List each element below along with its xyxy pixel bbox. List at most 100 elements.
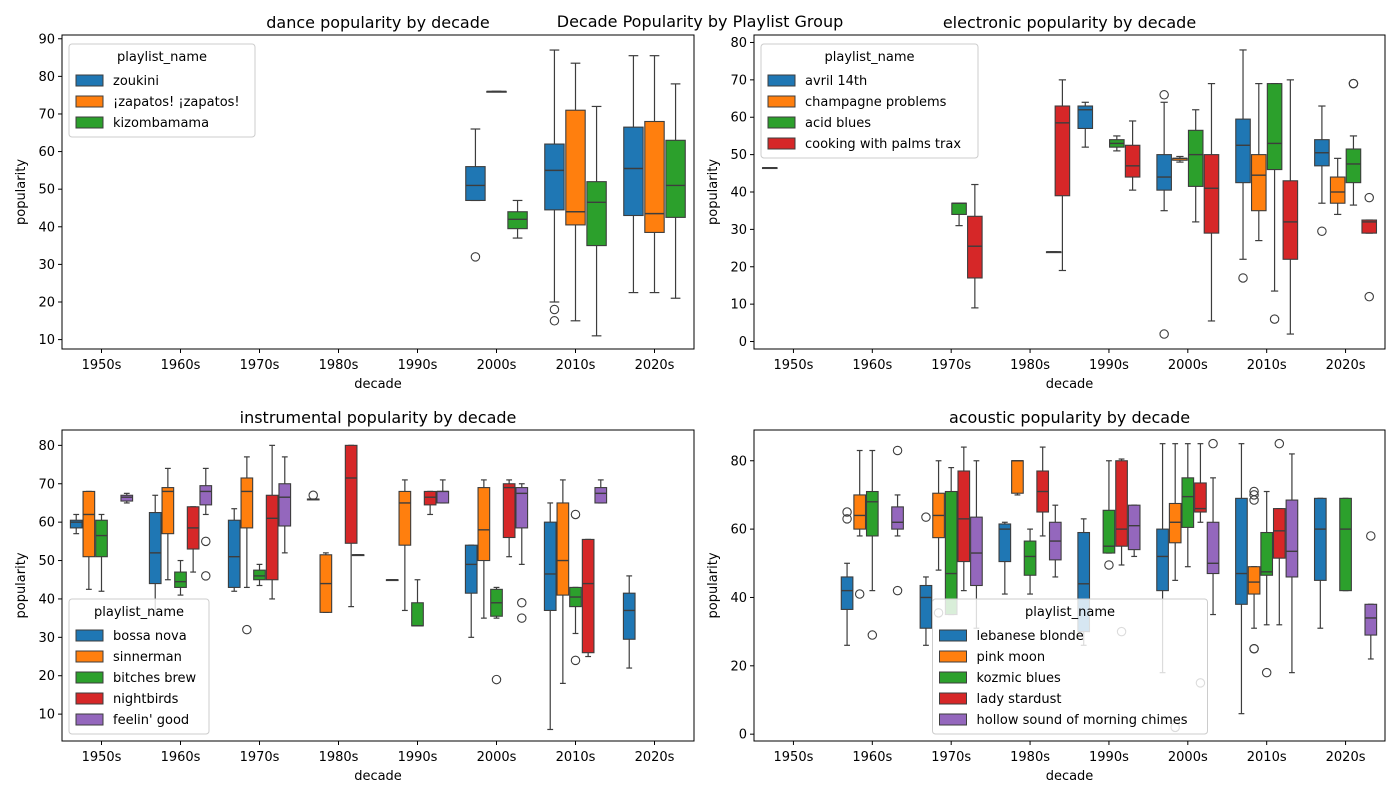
legend-label: kizombamama [113, 116, 209, 131]
outlier-point [1364, 192, 1374, 203]
box-bossa-nova-1990s [385, 579, 399, 582]
box-bossa-nova-2010s [543, 502, 557, 731]
legend-swatch [939, 629, 967, 642]
outlier-point [1159, 90, 1169, 100]
outlier-point [570, 655, 581, 666]
box [82, 490, 96, 558]
box [1011, 460, 1024, 494]
box [1054, 105, 1071, 197]
y-tick-label: 0 [739, 728, 747, 743]
outlier-point [517, 613, 527, 623]
y-tick-label: 30 [38, 631, 55, 646]
legend-swatch [75, 116, 104, 129]
box-pink-moon-1980s [1011, 460, 1024, 496]
x-tick-label: 1970s [240, 358, 280, 373]
chart-2: instrumental popularity by decade 10 20 30 4… [14, 408, 695, 784]
box [253, 569, 266, 581]
box [622, 592, 636, 640]
box-nightbirds-2010s [581, 538, 595, 658]
legend-swatch [75, 74, 104, 87]
legend-label: zoukini [113, 74, 159, 89]
y-tick-label: 60 [38, 516, 55, 531]
box [1282, 180, 1299, 260]
chart-1: electronic popularity by decade 0 10 20 30 40… [706, 13, 1386, 392]
box [1361, 219, 1378, 234]
box [944, 490, 958, 616]
box [161, 487, 175, 535]
box [1364, 603, 1378, 636]
box-nightbirds-2000s [502, 479, 516, 558]
box-bitches-brew-2000s [490, 586, 503, 685]
outlier-point [308, 490, 318, 501]
x-tick-label: 1950s [82, 358, 122, 373]
box-sinnerman-2010s [556, 479, 570, 685]
box-kozmic-blues-1970s [944, 466, 958, 616]
box [1156, 154, 1172, 191]
x-tick-label: 2010s [556, 750, 596, 765]
y-tick-label: 50 [38, 554, 55, 569]
x-tick-label: 1950s [774, 750, 814, 765]
box-sinnerman-1970s [240, 456, 254, 635]
box-bitches-brew-1970s [253, 563, 266, 587]
y-tick-label: 40 [730, 186, 747, 201]
y-tick-label: 40 [38, 220, 55, 235]
y-tick-label: 20 [730, 260, 747, 275]
legend-label: bossa nova [113, 629, 187, 644]
box [411, 602, 424, 627]
box-nightbirds-1960s [186, 506, 200, 573]
box-bitches-brew-2010s [569, 509, 582, 666]
x-tick-label: 1950s [774, 358, 814, 373]
x-tick-label: 2020s [635, 750, 675, 765]
x-tick-label: 1950s [82, 750, 122, 765]
legend-swatch [939, 692, 967, 705]
legend-box [68, 43, 256, 138]
box [970, 516, 983, 587]
box-acid-blues-2010s [1266, 82, 1283, 324]
box [891, 506, 904, 530]
x-tick-label: 2020s [635, 358, 675, 373]
box-hollow-sound-of-morning-chimes-1990s [1127, 504, 1141, 558]
y-tick-label: 20 [38, 669, 55, 684]
outlier-point [1261, 667, 1272, 678]
box [199, 485, 213, 506]
x-axis-label: decade [1046, 769, 1094, 784]
box [665, 139, 686, 218]
box [1102, 509, 1116, 554]
box [278, 483, 292, 527]
box [1127, 504, 1141, 551]
box-pink-moon-2010s [1247, 486, 1261, 654]
axes-frame [61, 34, 695, 350]
legend-box [68, 598, 210, 735]
box-pink-moon-1970s [932, 460, 945, 618]
outlier-point [1238, 273, 1248, 283]
box-avril-14th-2020s [1314, 105, 1330, 237]
legend-label: lebanese blonde [977, 629, 1084, 644]
y-tick-label: 0 [739, 335, 747, 350]
box [120, 494, 134, 502]
outlier-point [1317, 226, 1327, 237]
box-champagne-problems-2010s [1250, 82, 1267, 242]
box-sinnerman-1980s [319, 552, 333, 613]
outlier-point [1348, 78, 1359, 89]
box [594, 487, 608, 504]
legend-label: ¡zapatos! ¡zapatos! [113, 95, 240, 110]
x-tick-label: 1970s [931, 750, 971, 765]
x-tick-label: 1980s [1010, 358, 1050, 373]
outlier-point [549, 316, 560, 326]
box-acid-blues-2020s [1345, 78, 1362, 206]
box [1124, 144, 1141, 178]
box [1235, 497, 1248, 605]
x-tick-label: 1960s [161, 358, 201, 373]
y-tick-label: 60 [730, 111, 747, 126]
box-cooking-with-palms-trax-1970s [967, 183, 983, 309]
y-tick-label: 70 [38, 107, 55, 122]
box-kizombamama-2000s [507, 199, 528, 239]
legend-label: sinnerman [113, 650, 182, 665]
box-lebanese-blonde-1980s [998, 521, 1012, 595]
box-bossa-nova-2000s [464, 544, 478, 638]
box-lebanese-blonde-1960s [840, 507, 854, 646]
box-lady-stardust-2010s [1272, 438, 1286, 626]
